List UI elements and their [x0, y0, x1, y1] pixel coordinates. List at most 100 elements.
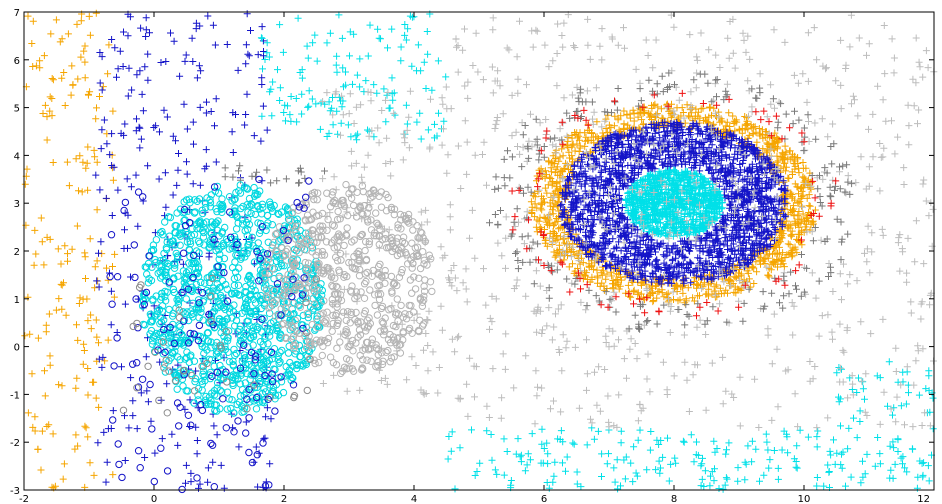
- data-point-plus: [922, 47, 930, 55]
- data-point-plus: [167, 29, 174, 37]
- data-point-plus: [196, 103, 204, 111]
- data-point-plus: [855, 374, 862, 382]
- data-point-plus: [637, 279, 645, 287]
- data-point-plus: [86, 459, 94, 467]
- data-point-plus: [608, 272, 616, 280]
- data-point-plus: [329, 121, 337, 129]
- data-point-plus: [670, 296, 677, 303]
- data-point-plus: [100, 116, 108, 124]
- data-point-plus: [761, 235, 769, 243]
- data-point-plus: [487, 431, 495, 438]
- data-point-plus: [551, 169, 559, 177]
- data-point-plus: [573, 140, 581, 148]
- data-point-plus: [141, 454, 149, 461]
- data-point-plus: [93, 257, 101, 265]
- data-point-plus: [565, 263, 573, 271]
- data-point-plus: [211, 41, 219, 49]
- data-point-plus: [92, 394, 100, 402]
- data-point-plus: [551, 253, 559, 261]
- data-point-plus: [725, 276, 732, 284]
- data-point-plus: [799, 159, 807, 166]
- data-point-plus: [176, 72, 184, 80]
- data-point-plus: [144, 76, 152, 84]
- data-point-plus: [614, 116, 622, 124]
- data-point-plus: [805, 191, 813, 199]
- data-point-plus: [689, 121, 697, 129]
- data-point-plus: [774, 475, 782, 483]
- data-point-plus: [80, 47, 88, 55]
- data-point-plus: [535, 186, 543, 194]
- data-point-plus: [58, 305, 66, 313]
- data-point-plus: [268, 112, 276, 120]
- data-point-plus: [680, 438, 688, 446]
- data-point-plus: [725, 109, 733, 117]
- data-point-plus: [202, 146, 210, 154]
- data-point-plus: [188, 34, 196, 42]
- data-point-plus: [49, 76, 57, 84]
- data-point-plus: [715, 485, 723, 492]
- data-point-plus: [211, 122, 218, 130]
- data-point-plus: [693, 69, 701, 77]
- data-point-plus: [837, 105, 845, 113]
- data-point-plus: [68, 245, 76, 253]
- data-point-plus: [502, 213, 510, 221]
- data-point-plus: [45, 421, 53, 429]
- data-point-plus: [254, 483, 262, 491]
- data-point-plus: [646, 388, 654, 396]
- data-point-plus: [594, 279, 601, 287]
- data-point-plus: [373, 89, 381, 97]
- data-point-plus: [584, 15, 592, 23]
- data-point-plus: [397, 43, 405, 51]
- data-point-plus: [182, 51, 190, 59]
- data-point-plus: [63, 158, 71, 166]
- data-point-plus: [543, 242, 551, 250]
- data-point-plus: [234, 66, 242, 74]
- data-point-plus: [626, 124, 633, 132]
- data-point-plus: [609, 284, 617, 292]
- data-point-plus: [172, 137, 179, 145]
- data-point-plus: [403, 120, 411, 128]
- data-point-plus: [610, 464, 618, 472]
- data-point-plus: [646, 446, 654, 454]
- data-point-plus: [773, 158, 781, 166]
- data-point-plus: [68, 62, 76, 70]
- data-point-plus: [722, 265, 729, 273]
- data-point-plus: [186, 423, 194, 430]
- data-point-plus: [876, 187, 884, 195]
- data-point-plus: [473, 468, 481, 475]
- data-point-plus: [922, 197, 930, 205]
- data-point-plus: [582, 133, 590, 141]
- data-point-plus: [553, 82, 561, 90]
- data-point-plus: [114, 65, 122, 73]
- data-point-plus: [745, 275, 753, 283]
- data-point-plus: [553, 232, 560, 239]
- data-point-plus: [611, 478, 619, 486]
- data-point-plus: [671, 454, 679, 462]
- data-point-plus: [563, 337, 571, 345]
- data-point-plus: [229, 149, 237, 156]
- data-point-plus: [364, 126, 371, 134]
- data-point-plus: [743, 267, 751, 275]
- data-point-plus: [634, 275, 642, 283]
- data-point-plus: [787, 209, 795, 216]
- data-point-plus: [812, 294, 820, 302]
- data-point-plus: [705, 46, 713, 54]
- data-point-plus: [579, 259, 587, 267]
- data-point-plus: [174, 166, 182, 174]
- data-point-plus: [217, 461, 225, 469]
- data-point-plus: [102, 194, 110, 202]
- data-point-plus: [593, 118, 601, 126]
- data-point-plus: [867, 330, 875, 338]
- data-point-plus: [362, 77, 370, 85]
- data-point-plus: [99, 83, 107, 91]
- data-point-plus: [193, 74, 201, 82]
- data-point-plus: [72, 155, 80, 163]
- data-point-plus: [280, 109, 288, 116]
- data-point-plus: [402, 101, 410, 109]
- data-point-plus: [545, 158, 553, 166]
- data-point-plus: [562, 159, 570, 167]
- data-point-plus: [549, 210, 557, 218]
- data-point-plus: [771, 104, 778, 112]
- data-point-plus: [630, 443, 638, 451]
- data-point-plus: [648, 236, 656, 244]
